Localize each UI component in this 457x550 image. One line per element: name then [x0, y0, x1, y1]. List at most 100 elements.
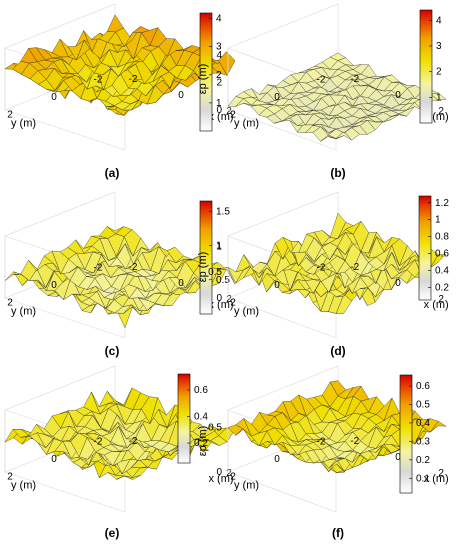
colorbar-tick-label: 4: [436, 15, 442, 26]
colorbar-tick-label: 0.2: [416, 455, 430, 466]
z-axis-label: εp (m): [197, 64, 209, 95]
colorbar-tick-label: 1: [436, 92, 442, 103]
y-tick-label: -2: [94, 436, 103, 447]
x-tick-label: -2: [129, 74, 138, 85]
x-tick-label: 0: [395, 90, 401, 101]
z-axis-label: εp (m): [197, 426, 209, 457]
x-tick-label: 0: [395, 452, 401, 463]
z-tick-label: 0.5: [208, 267, 222, 278]
colorbar-tick-label: 2: [436, 67, 442, 78]
y-tick-label: -2: [94, 74, 103, 85]
colorbar: [399, 374, 413, 494]
y-tick-label: -2: [317, 436, 326, 447]
panel-caption: (e): [105, 526, 120, 540]
x-tick-label: -2: [350, 436, 359, 447]
x-tick-label: 2: [438, 294, 444, 305]
x-tick-label: 0: [395, 278, 401, 289]
surface-cell: [430, 254, 447, 268]
colorbar: [199, 12, 213, 132]
x-axis-label: x (m): [208, 473, 233, 485]
colorbar: [199, 200, 213, 315]
y-tick-label: 2: [230, 110, 236, 121]
x-axis-label: x (m): [208, 111, 233, 123]
colorbar-tick-label: 0.5: [216, 275, 230, 286]
x-tick-label: 0: [178, 90, 184, 101]
colorbar-tick-label: 0.4: [194, 412, 208, 423]
y-tick-label: 2: [7, 472, 13, 483]
y-axis-label: y (m): [11, 118, 36, 130]
colorbar-tick-label: 1: [435, 215, 441, 226]
z-tick-label: 0: [216, 105, 222, 116]
colorbar-tick-label: 1: [216, 98, 222, 109]
z-tick-label: 4: [216, 50, 222, 61]
y-tick-label: 0: [274, 280, 280, 291]
panel-caption: (d): [330, 344, 345, 358]
x-axis-label: x (m): [424, 299, 449, 311]
y-tick-label: 2: [230, 298, 236, 309]
colorbar-tick-label: 0.8: [435, 232, 449, 243]
y-axis-label: y (m): [11, 480, 36, 492]
colorbar-tick-label: 4: [216, 14, 222, 25]
colorbar-tick-label: 1.5: [216, 206, 230, 217]
colorbar-tick-label: 0.1: [416, 473, 430, 484]
y-axis-label: y (m): [11, 306, 36, 318]
x-axis-label: x (m): [424, 473, 449, 485]
colorbar: [177, 373, 191, 464]
panel-caption: (a): [105, 166, 120, 180]
colorbar-tick-label: 1: [216, 241, 222, 252]
surface-cell: [430, 421, 447, 433]
x-tick-label: 2: [438, 468, 444, 479]
x-tick-label: -2: [350, 74, 359, 85]
x-tick-label: 2: [226, 106, 232, 117]
colorbar-tick-label: 3: [216, 42, 222, 53]
y-tick-label: 2: [7, 110, 13, 121]
x-axis-label: x (m): [208, 299, 233, 311]
z-tick-label: 0.5: [208, 423, 222, 434]
y-tick-label: 0: [51, 454, 57, 465]
y-tick-label: -2: [94, 262, 103, 273]
colorbar-tick-label: 0.4: [435, 265, 449, 276]
y-tick-label: 0: [51, 92, 57, 103]
y-tick-label: -2: [317, 262, 326, 273]
y-tick-label: 0: [51, 280, 57, 291]
y-tick-label: -2: [317, 74, 326, 85]
surface-cell: [218, 267, 236, 285]
z-axis-label: εp (m): [197, 252, 209, 283]
x-tick-label: 2: [226, 468, 232, 479]
colorbar-tick-label: 0.2: [435, 282, 449, 293]
z-tick-label: 0: [216, 293, 222, 304]
panel-caption: (b): [330, 166, 345, 180]
surface-cell: [429, 92, 447, 101]
y-axis-label: y (m): [234, 118, 259, 130]
x-tick-label: -2: [350, 262, 359, 273]
panel-caption: (f): [332, 526, 344, 540]
colorbar-tick-label: 0.3: [416, 436, 430, 447]
y-axis-label: y (m): [234, 306, 259, 318]
colorbar-tick-label: 0.6: [416, 381, 430, 392]
colorbar-tick-label: 0.6: [435, 248, 449, 259]
y-tick-label: 0: [274, 92, 280, 103]
x-tick-label: 2: [226, 294, 232, 305]
y-tick-label: 0: [274, 454, 280, 465]
colorbar-tick-label: 3: [436, 41, 442, 52]
colorbar-tick-label: 2: [216, 70, 222, 81]
colorbar-tick-label: 0.4: [416, 418, 430, 429]
colorbar-tick-label: 1.2: [435, 198, 449, 209]
colorbar-tick-label: 0.5: [416, 400, 430, 411]
y-tick-label: 2: [7, 298, 13, 309]
z-tick-label: 1: [216, 241, 222, 252]
side-pane: [4, 365, 116, 473]
colorbar-tick-label: 0.2: [194, 438, 208, 449]
y-axis-label: y (m): [234, 480, 259, 492]
colorbar: [418, 195, 432, 301]
colorbar: [419, 9, 433, 124]
colorbar-tick-label: 0.6: [194, 385, 208, 396]
surface-cell: [218, 51, 236, 76]
